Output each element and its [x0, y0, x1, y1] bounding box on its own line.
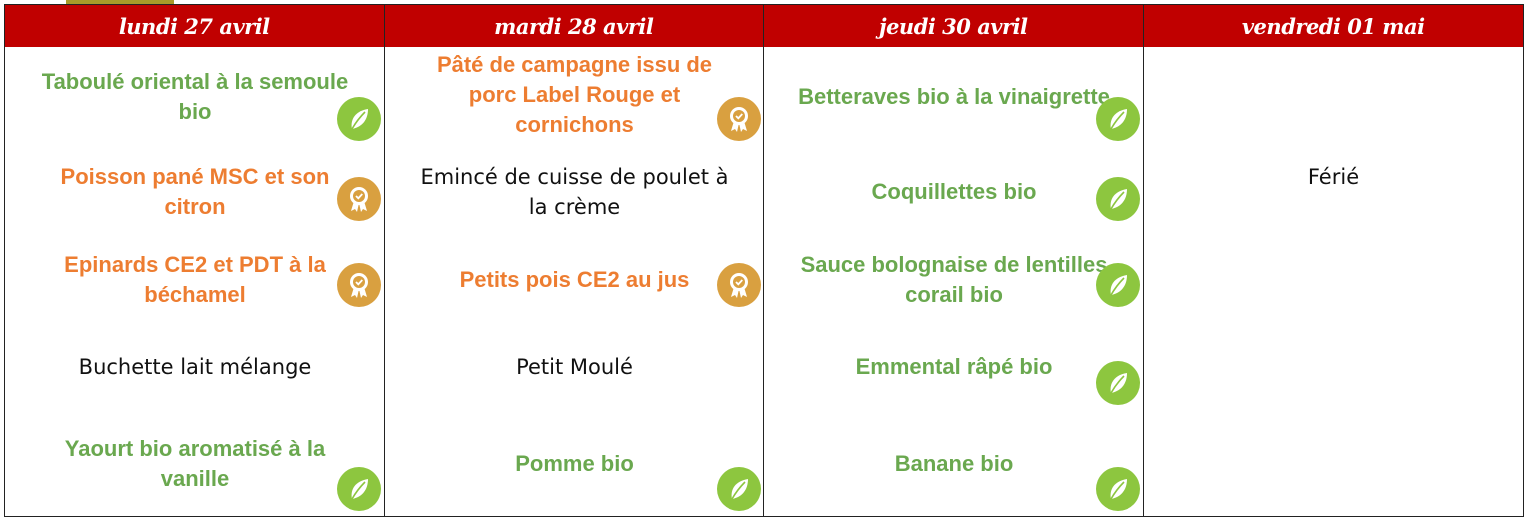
- dish-cell: Buchette lait mélange: [5, 323, 385, 411]
- dish-cell: Emincé de cuisse de poulet à la crème: [385, 147, 765, 237]
- medal-icon: [716, 263, 761, 307]
- dish-cell: Pâté de campagne issu de porc Label Roug…: [385, 47, 765, 143]
- dish-name: Pomme bio: [515, 451, 634, 476]
- dish-name: Taboulé oriental à la semoule bio: [41, 69, 349, 124]
- dish-cell: Taboulé oriental à la semoule bio: [5, 47, 385, 147]
- day-column: jeudi 30 avril Betteraves bio à la vinaig…: [764, 5, 1144, 516]
- leaf-icon: [1096, 177, 1140, 221]
- day-header: mardi 28 avril: [384, 5, 763, 47]
- day-header: lundi 27 avril: [5, 5, 384, 47]
- dish-cell: Petit Moulé: [385, 323, 765, 411]
- medal-icon: [716, 97, 761, 141]
- menu-table: lundi 27 avril Taboulé oriental à la semo…: [4, 4, 1524, 517]
- dish-cell: Yaourt bio aromatisé à la vanille: [5, 411, 385, 517]
- dish-name: Poisson pané MSC et son citron: [60, 164, 330, 219]
- dish-cell: Petits pois CE2 au jus: [385, 237, 765, 323]
- dish-name: Petit Moulé: [516, 355, 633, 379]
- leaf-icon: [716, 467, 761, 511]
- leaf-icon: [1096, 467, 1140, 511]
- top-tab-marker: [66, 0, 174, 4]
- dish-name: Yaourt bio aromatisé à la vanille: [64, 436, 326, 491]
- dish-cell: Betteraves bio à la vinaigrette: [764, 47, 1144, 147]
- dish-name: Coquillettes bio: [871, 179, 1037, 204]
- dish-name: Betteraves bio à la vinaigrette: [798, 84, 1110, 109]
- dish-name: Buchette lait mélange: [78, 355, 312, 379]
- dish-cell: Pomme bio: [385, 411, 765, 517]
- medal-icon: [337, 263, 381, 307]
- leaf-icon: [1096, 361, 1140, 405]
- dish-cell: Coquillettes bio: [764, 147, 1144, 237]
- dish-name: Pâté de campagne issu de porc Label Roug…: [436, 52, 713, 137]
- dish-cell: Banane bio: [764, 411, 1144, 517]
- day-column: mardi 28 avril Pâté de campagne issu de p…: [384, 5, 765, 517]
- leaf-icon: [1096, 97, 1140, 141]
- holiday-note: Férié: [1307, 165, 1360, 189]
- dish-name: Banane bio: [894, 451, 1014, 476]
- dish-cell: Emmental râpé bio: [764, 323, 1144, 411]
- dish-cell: Sauce bolognaise de lentilles corail bio: [764, 237, 1144, 323]
- day-column: lundi 27 avril Taboulé oriental à la semo…: [5, 5, 385, 516]
- dish-name: Epinards CE2 et PDT à la béchamel: [64, 252, 326, 307]
- leaf-icon: [337, 97, 381, 141]
- dish-name: Petits pois CE2 au jus: [459, 267, 690, 292]
- dish-name: Emincé de cuisse de poulet à la crème: [420, 165, 729, 219]
- dish-name: Sauce bolognaise de lentilles corail bio: [800, 252, 1108, 307]
- dish-name: Emmental râpé bio: [855, 354, 1053, 379]
- leaf-icon: [337, 467, 381, 511]
- day-header: jeudi 30 avril: [764, 5, 1143, 47]
- leaf-icon: [1096, 263, 1140, 307]
- dish-cell: Poisson pané MSC et son citron: [5, 147, 385, 237]
- day-header: vendredi 01 mai: [1143, 5, 1523, 47]
- medal-icon: [337, 177, 381, 221]
- day-column: vendredi 01 mai Férié: [1143, 5, 1523, 516]
- dish-cell: Epinards CE2 et PDT à la béchamel: [5, 237, 385, 323]
